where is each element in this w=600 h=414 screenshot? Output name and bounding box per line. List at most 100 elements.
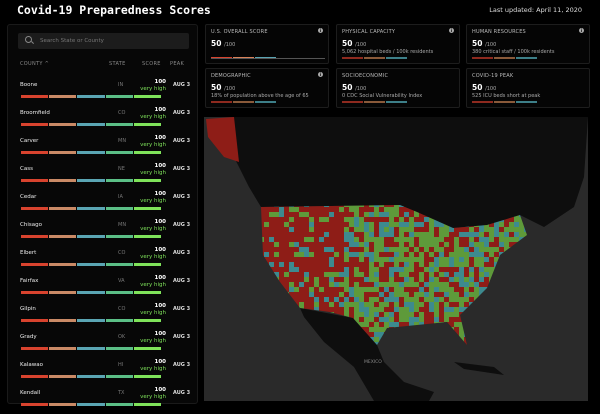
county-cell: [519, 317, 524, 322]
county-cell: [434, 262, 439, 267]
county-cell: [389, 227, 394, 232]
county-cell: [469, 322, 474, 327]
county-cell: [319, 287, 324, 292]
score: 100: [154, 163, 166, 169]
column-county[interactable]: COUNTY ^: [20, 61, 50, 67]
table-row[interactable]: Broomfield CO 100 very high AUG 3: [8, 106, 197, 134]
county-cell: [334, 257, 339, 262]
county-cell: [369, 252, 374, 257]
county-cell: [269, 307, 274, 312]
county-cell: [374, 212, 379, 217]
table-row[interactable]: Gilpin CO 100 very high AUG 3: [8, 302, 197, 330]
county-cell: [339, 307, 344, 312]
county-cell: [309, 297, 314, 302]
score-bar: [21, 375, 162, 378]
county-cell: [389, 217, 394, 222]
table-row[interactable]: Chisago MN 100 very high AUG 3: [8, 218, 197, 246]
county-cell: [484, 267, 489, 272]
table-row[interactable]: Kendall TX 100 very high AUG 3: [8, 386, 197, 414]
score-bar: [21, 95, 162, 98]
county-cell: [519, 342, 524, 345]
county-name: Chisago: [20, 222, 42, 228]
county-cell: [424, 287, 429, 292]
county-cell: [349, 212, 354, 217]
county-cell: [489, 262, 494, 267]
county-cell: [494, 272, 499, 277]
table-row[interactable]: Elbert CO 100 very high AUG 3: [8, 246, 197, 274]
county-cell: [369, 317, 374, 322]
county-cell: [409, 317, 414, 322]
column-state[interactable]: STATE: [109, 61, 126, 67]
county-cell: [484, 237, 489, 242]
county-cell: [404, 312, 409, 317]
county-cell: [409, 272, 414, 277]
card-value: 50 /100: [211, 83, 236, 92]
county-cell: [374, 222, 379, 227]
county-cell: [324, 297, 329, 302]
info-icon[interactable]: i: [318, 28, 323, 33]
table-row[interactable]: Carver MN 100 very high AUG 3: [8, 134, 197, 162]
county-cell: [319, 227, 324, 232]
county-cell: [459, 252, 464, 257]
county-cell: [274, 217, 279, 222]
county-map[interactable]: MEXICO: [204, 117, 588, 401]
county-cell: [419, 257, 424, 262]
column-peak[interactable]: PEAK: [170, 61, 185, 67]
county-cell: [424, 317, 429, 322]
county-cell: [264, 252, 269, 257]
county-cell: [314, 297, 319, 302]
info-icon[interactable]: i: [318, 72, 323, 77]
county-cell: [494, 342, 499, 345]
table-row[interactable]: Fairfax VA 100 very high AUG 3: [8, 274, 197, 302]
county-cell: [429, 217, 434, 222]
county-cell: [489, 242, 494, 247]
county-cell: [464, 252, 469, 257]
county-cell: [479, 252, 484, 257]
county-cell: [484, 242, 489, 247]
county-cell: [299, 227, 304, 232]
county-cell: [474, 282, 479, 287]
score-level: very high: [140, 310, 166, 316]
county-cell: [334, 282, 339, 287]
county-cell: [319, 252, 324, 257]
county-cell: [514, 322, 519, 327]
county-cell: [349, 262, 354, 267]
county-cell: [264, 227, 269, 232]
county-cell: [299, 287, 304, 292]
county-cell: [279, 337, 284, 342]
county-cell: [309, 242, 314, 247]
info-icon[interactable]: i: [449, 28, 454, 33]
county-cell: [499, 307, 504, 312]
county-cell: [284, 267, 289, 272]
county-cell: [429, 272, 434, 277]
county-cell: [279, 332, 284, 337]
table-row[interactable]: Grady OK 100 very high AUG 3: [8, 330, 197, 358]
county-cell: [384, 267, 389, 272]
table-row[interactable]: Cedar IA 100 very high AUG 3: [8, 190, 197, 218]
county-cell: [309, 267, 314, 272]
county-cell: [309, 222, 314, 227]
county-cell: [354, 317, 359, 322]
county-cell: [419, 317, 424, 322]
table-row[interactable]: Boone IN 100 very high AUG 3: [8, 78, 197, 106]
county-cell: [489, 342, 494, 345]
county-cell: [319, 217, 324, 222]
column-score[interactable]: SCORE: [142, 61, 161, 67]
info-icon[interactable]: i: [579, 28, 584, 33]
county-cell: [349, 205, 354, 207]
county-cell: [364, 267, 369, 272]
county-cell: [289, 232, 294, 237]
table-row[interactable]: Kalawao HI 100 very high AUG 3: [8, 358, 197, 386]
county-cell: [499, 312, 504, 317]
search-input[interactable]: [40, 33, 180, 49]
county-cell: [274, 267, 279, 272]
county-cell: [294, 342, 299, 345]
county-cell: [429, 327, 434, 332]
table-row[interactable]: Cass NE 100 very high AUG 3: [8, 162, 197, 190]
county-cell: [334, 207, 339, 212]
county-cell: [474, 272, 479, 277]
search-box[interactable]: [18, 33, 189, 49]
county-cell: [359, 287, 364, 292]
state: VA: [118, 278, 125, 284]
county-cell: [279, 252, 284, 257]
